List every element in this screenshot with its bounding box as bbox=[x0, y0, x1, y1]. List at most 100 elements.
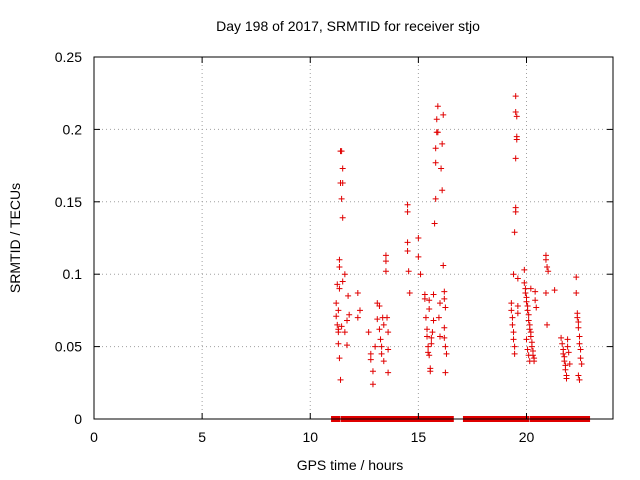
data-point bbox=[442, 369, 449, 376]
data-point bbox=[404, 208, 411, 215]
data-point bbox=[374, 316, 381, 323]
data-point bbox=[376, 326, 383, 333]
data-point bbox=[513, 113, 520, 120]
data-point bbox=[424, 326, 431, 333]
data-point bbox=[508, 307, 515, 314]
data-point bbox=[428, 340, 435, 347]
data-series bbox=[333, 93, 585, 388]
data-point bbox=[334, 321, 341, 328]
data-point bbox=[565, 349, 572, 356]
data-point bbox=[523, 298, 530, 305]
data-point bbox=[428, 334, 435, 341]
chart-title: Day 198 of 2017, SRMTID for receiver stj… bbox=[216, 18, 480, 34]
data-point bbox=[430, 291, 437, 298]
data-point bbox=[385, 329, 392, 336]
data-point bbox=[564, 336, 571, 343]
data-point bbox=[377, 336, 384, 343]
x-tick-label: 20 bbox=[519, 429, 535, 445]
data-point bbox=[339, 179, 346, 186]
data-point bbox=[544, 321, 551, 328]
data-point bbox=[508, 300, 515, 307]
data-point bbox=[415, 253, 422, 260]
data-point bbox=[575, 318, 582, 325]
data-point bbox=[432, 159, 439, 166]
x-axis-label: GPS time / hours bbox=[297, 457, 404, 473]
data-point bbox=[512, 109, 519, 116]
data-point bbox=[442, 343, 449, 350]
data-point bbox=[558, 334, 565, 341]
data-point bbox=[380, 321, 387, 328]
data-point bbox=[339, 278, 346, 285]
data-point bbox=[433, 116, 440, 123]
data-point bbox=[437, 300, 443, 307]
data-point bbox=[544, 263, 551, 270]
data-point bbox=[513, 133, 520, 140]
data-point bbox=[510, 271, 517, 278]
data-point bbox=[378, 350, 385, 357]
data-point bbox=[560, 350, 567, 357]
data-point bbox=[551, 287, 558, 294]
data-point bbox=[431, 220, 438, 227]
y-tick-label: 0.15 bbox=[55, 194, 82, 210]
data-point bbox=[512, 93, 519, 100]
plot-frame bbox=[93, 56, 614, 420]
data-point bbox=[422, 314, 429, 321]
data-point bbox=[417, 271, 424, 278]
y-tick-label: 0 bbox=[74, 411, 82, 427]
data-point bbox=[578, 360, 585, 367]
data-point bbox=[335, 329, 342, 336]
data-point bbox=[354, 314, 361, 321]
data-point bbox=[335, 340, 342, 347]
data-point bbox=[577, 346, 584, 353]
data-point bbox=[532, 288, 539, 295]
data-point bbox=[440, 111, 447, 118]
data-point bbox=[344, 317, 351, 324]
data-point bbox=[406, 290, 413, 297]
data-point bbox=[365, 329, 372, 336]
data-point bbox=[336, 285, 343, 292]
data-point bbox=[385, 346, 392, 353]
x-tick-label: 0 bbox=[90, 429, 98, 445]
data-point bbox=[527, 285, 534, 292]
data-point bbox=[405, 268, 412, 275]
data-point bbox=[404, 201, 411, 208]
data-point bbox=[339, 165, 346, 172]
data-point bbox=[434, 129, 441, 136]
data-point bbox=[338, 195, 345, 202]
data-point bbox=[424, 333, 431, 340]
data-point bbox=[426, 352, 433, 359]
data-point bbox=[576, 333, 583, 340]
data-point bbox=[437, 333, 443, 340]
data-point bbox=[439, 187, 446, 194]
data-point bbox=[441, 288, 448, 295]
y-tick-label: 0.05 bbox=[55, 339, 82, 355]
data-point bbox=[524, 307, 531, 314]
data-point bbox=[564, 343, 571, 350]
data-point bbox=[336, 263, 343, 270]
data-point bbox=[434, 103, 441, 110]
data-point bbox=[441, 295, 448, 302]
data-point bbox=[335, 307, 342, 314]
data-point bbox=[525, 352, 532, 359]
data-point bbox=[563, 375, 570, 382]
data-point bbox=[575, 324, 582, 331]
data-point bbox=[524, 346, 531, 353]
y-axis-ticks: 0 0.05 0.1 0.15 0.2 0.25 bbox=[55, 49, 613, 427]
data-point bbox=[525, 317, 532, 324]
data-point bbox=[528, 343, 535, 350]
data-point bbox=[439, 140, 446, 147]
data-point bbox=[545, 268, 552, 275]
data-point bbox=[514, 310, 521, 317]
data-point bbox=[532, 297, 539, 304]
data-point bbox=[512, 208, 519, 215]
data-point bbox=[442, 304, 449, 311]
data-point bbox=[510, 336, 517, 343]
data-point bbox=[430, 317, 437, 324]
data-point bbox=[426, 305, 433, 312]
data-point bbox=[509, 314, 516, 321]
data-point bbox=[354, 290, 361, 297]
data-point bbox=[441, 334, 448, 341]
data-point bbox=[573, 290, 580, 297]
data-point bbox=[382, 252, 389, 259]
